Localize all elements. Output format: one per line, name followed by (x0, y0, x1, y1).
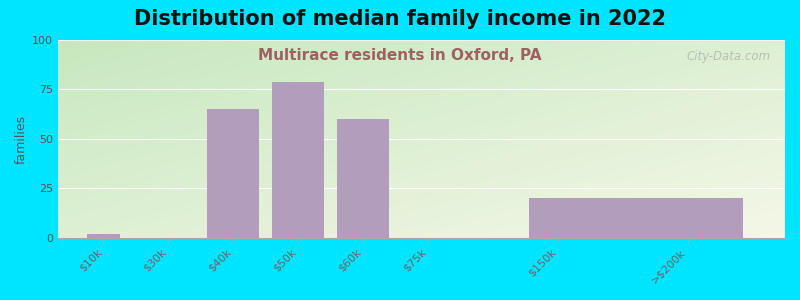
Bar (87, 234, 120, 238)
Text: Distribution of median family income in 2022: Distribution of median family income in … (134, 9, 666, 29)
Y-axis label: families: families (15, 114, 28, 164)
Text: City-Data.com: City-Data.com (686, 50, 770, 63)
Bar (272, 82, 324, 238)
Text: Multirace residents in Oxford, PA: Multirace residents in Oxford, PA (258, 48, 542, 63)
Bar (337, 119, 389, 238)
Bar (207, 109, 259, 238)
Bar (529, 198, 743, 238)
